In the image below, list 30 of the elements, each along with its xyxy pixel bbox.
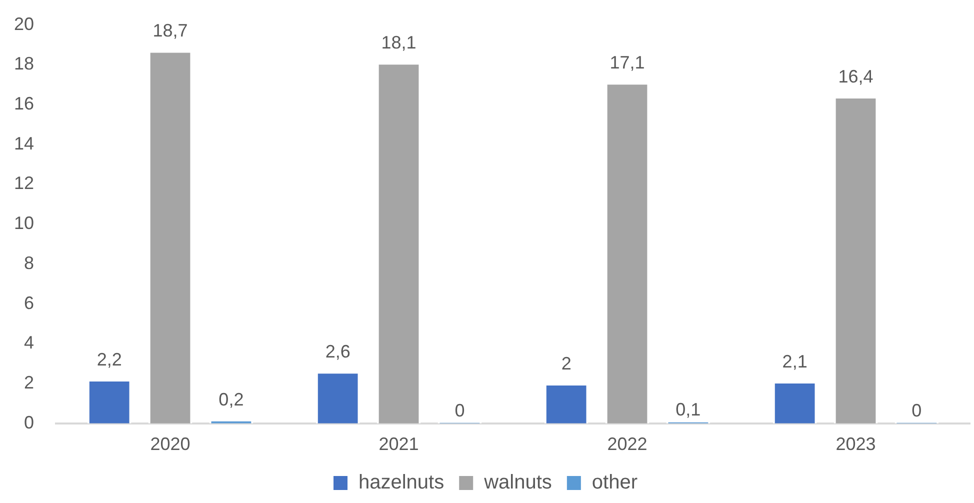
legend-label: walnuts — [483, 472, 552, 494]
y-tick-label: 20 — [14, 14, 34, 34]
y-tick-label: 16 — [14, 93, 34, 114]
y-tick-label: 0 — [24, 412, 34, 432]
data-label: 0,1 — [676, 399, 701, 420]
y-tick-label: 6 — [24, 292, 34, 313]
data-label: 16,4 — [838, 66, 874, 87]
y-tick-label: 12 — [14, 173, 34, 194]
data-label: 2 — [561, 354, 572, 374]
legend-label: other — [592, 472, 638, 494]
data-label: 0,2 — [218, 389, 244, 410]
data-label: 18,7 — [152, 20, 188, 41]
data-label: 18,1 — [381, 32, 416, 53]
legend-label: hazelnuts — [358, 472, 444, 494]
y-tick-label: 8 — [24, 252, 34, 273]
data-label: 2,6 — [325, 342, 350, 362]
x-tick-label: 2023 — [836, 434, 876, 454]
y-tick-label: 18 — [14, 54, 34, 74]
x-tick-label: 2020 — [150, 434, 190, 454]
y-tick-label: 14 — [14, 133, 34, 154]
x-tick-label: 2021 — [378, 434, 419, 454]
y-tick-label: 4 — [24, 332, 34, 353]
y-tick-label: 2 — [24, 372, 34, 393]
data-label: 0 — [454, 400, 465, 420]
data-label: 2,2 — [96, 350, 122, 370]
data-label: 2,1 — [782, 352, 808, 372]
y-tick-label: 10 — [14, 213, 34, 234]
data-label: 0 — [912, 400, 922, 420]
data-label: 17,1 — [610, 52, 645, 73]
x-tick-label: 2022 — [607, 434, 648, 454]
